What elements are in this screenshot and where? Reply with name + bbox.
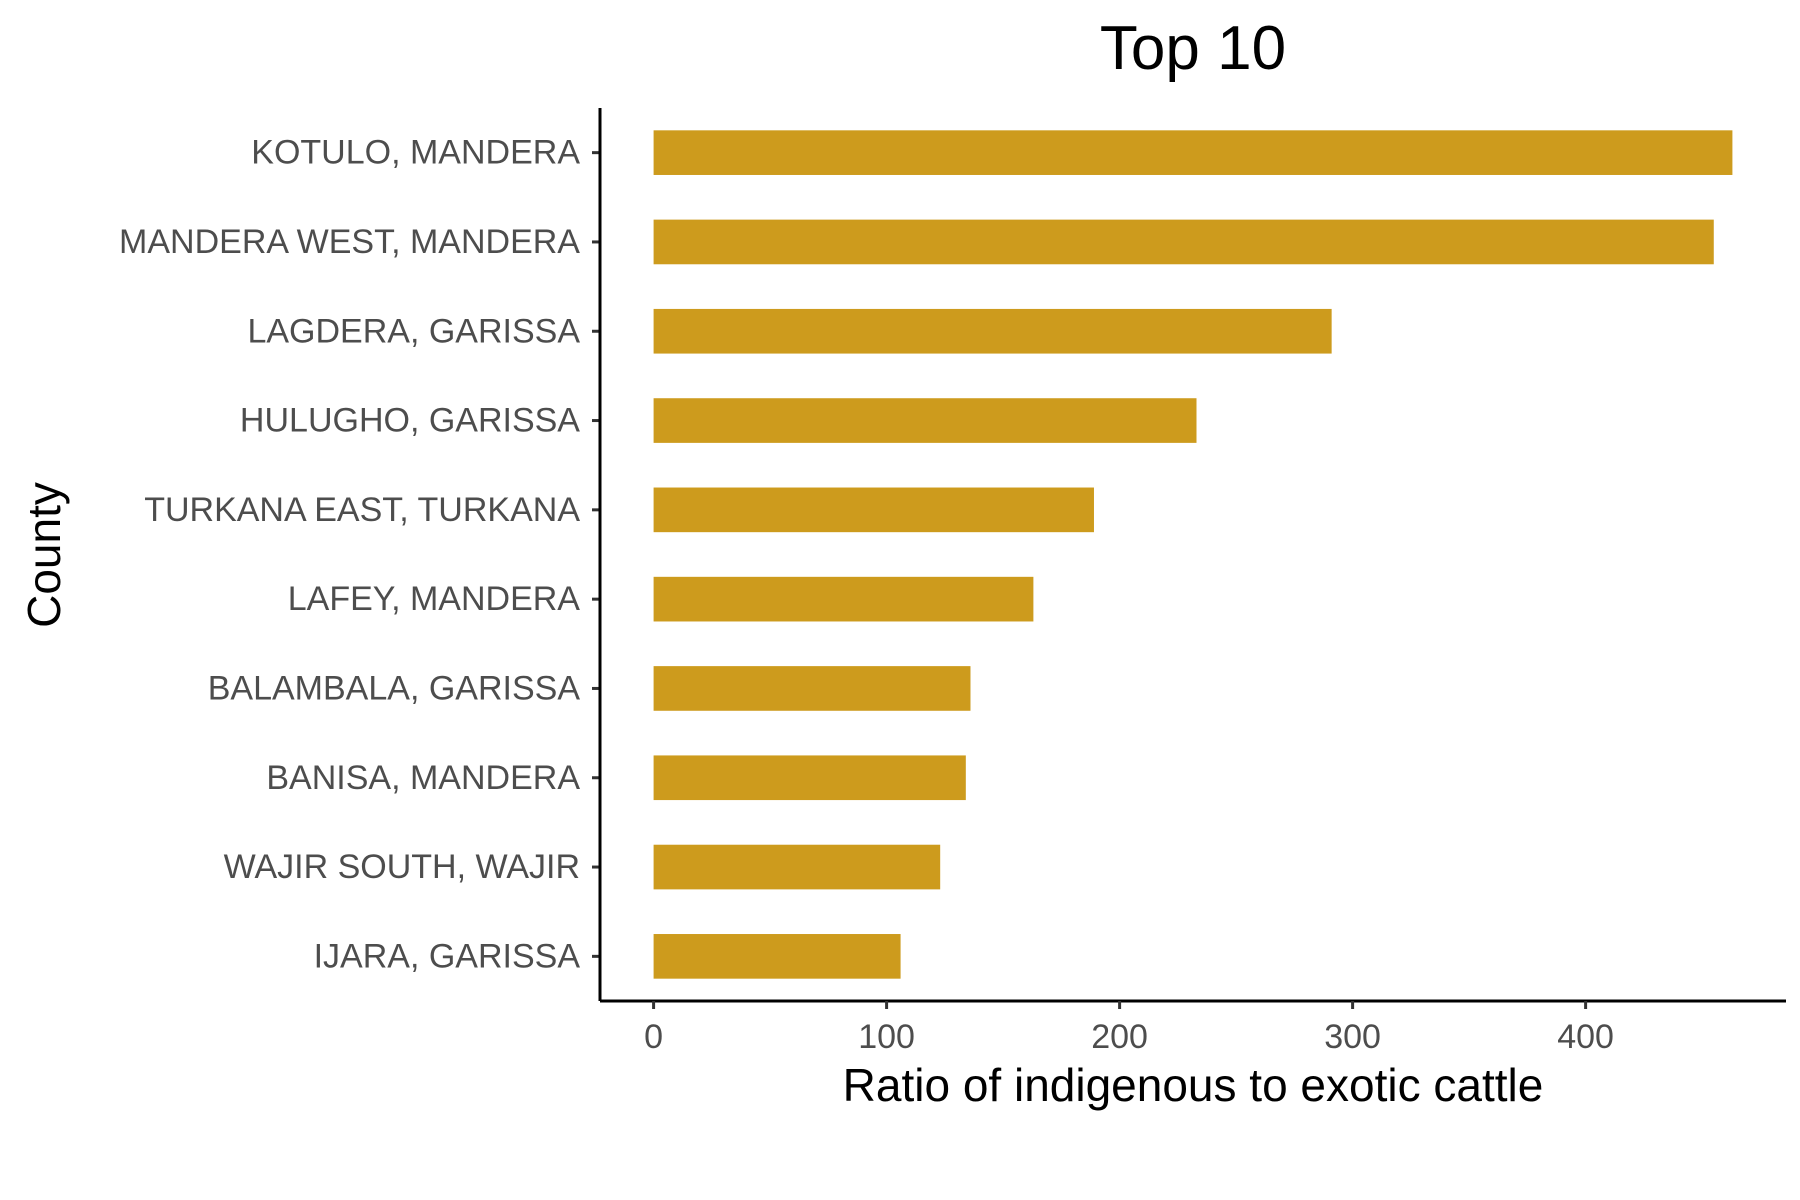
bars-layer	[653, 130, 1733, 979]
bar	[653, 308, 1332, 354]
y-tick-label: HULUGHO, GARISSA	[240, 402, 580, 440]
x-tick-label: 200	[1091, 1018, 1148, 1056]
bar	[653, 934, 901, 979]
bar	[653, 666, 971, 711]
bar	[653, 576, 1034, 622]
x-tick-label: 400	[1557, 1018, 1614, 1056]
y-tick-label: MANDERA WEST, MANDERA	[119, 223, 580, 261]
x-axis: 0 100 200 300 400	[600, 999, 1786, 1056]
chart-title: Top 10	[1100, 14, 1286, 83]
y-tick-label: BALAMBALA, GARISSA	[208, 669, 581, 707]
x-tick-label: 300	[1324, 1018, 1381, 1056]
y-tick-label: LAFEY, MANDERA	[288, 580, 581, 618]
bar	[653, 755, 966, 801]
x-tick-label: 100	[858, 1018, 915, 1056]
y-tick-label: LAGDERA, GARISSA	[247, 312, 580, 350]
y-axis-title: County	[18, 482, 70, 628]
y-axis: KOTULO, MANDERA MANDERA WEST, MANDERA LAGD…	[119, 108, 602, 1001]
x-axis-title: Ratio of indigenous to exotic cattle	[843, 1059, 1544, 1111]
bar	[653, 130, 1733, 175]
bar	[653, 219, 1714, 265]
y-tick-label: IJARA, GARISSA	[314, 937, 581, 975]
bar	[653, 398, 1197, 443]
bar	[653, 487, 1094, 533]
x-tick-label: 0	[644, 1018, 663, 1056]
y-tick-label: TURKANA EAST, TURKANA	[144, 491, 580, 529]
y-tick-label: WAJIR SOUTH, WAJIR	[224, 848, 580, 886]
bar	[653, 844, 941, 890]
y-tick-label: BANISA, MANDERA	[266, 759, 580, 797]
y-tick-label: KOTULO, MANDERA	[251, 134, 580, 172]
